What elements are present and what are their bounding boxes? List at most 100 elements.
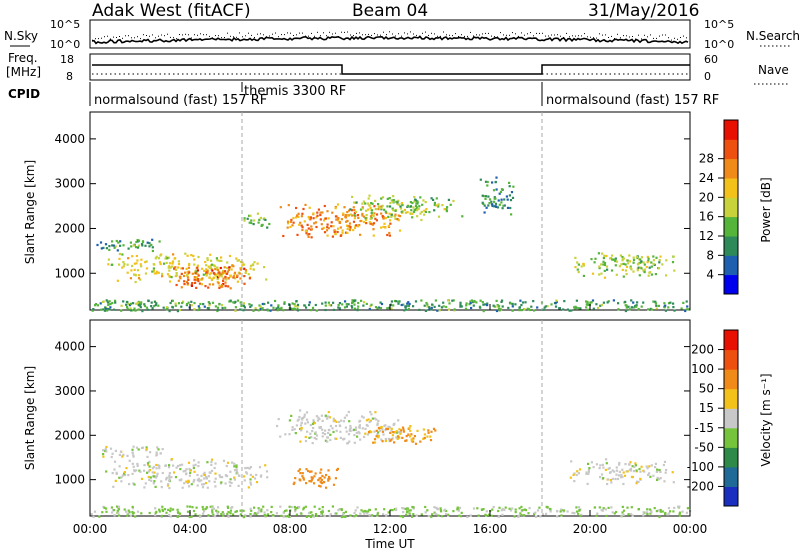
nsearch-dot xyxy=(113,36,114,38)
echo-cell xyxy=(555,300,558,304)
echo-cell xyxy=(620,515,623,518)
echo-cell xyxy=(248,221,251,224)
echo-cell xyxy=(263,217,266,220)
echo-cell xyxy=(296,307,299,310)
echo-cell xyxy=(657,509,660,512)
echo-cell xyxy=(605,254,608,258)
echo-cell xyxy=(339,424,342,428)
nsearch-dot xyxy=(158,35,159,37)
echo-cell xyxy=(107,263,110,266)
echo-cell xyxy=(520,514,523,517)
echo-cell xyxy=(472,304,475,307)
echo-cell xyxy=(401,426,405,429)
echo-cell xyxy=(637,508,640,511)
echo-cell xyxy=(285,515,288,518)
y-tick-label: 1000 xyxy=(54,266,85,280)
echo-cell xyxy=(582,263,585,266)
nsearch-dot xyxy=(338,36,339,37)
echo-cell xyxy=(218,303,221,306)
echo-cell xyxy=(488,198,492,201)
echo-cell xyxy=(665,468,668,472)
echo-cell xyxy=(187,461,191,464)
echo-cell xyxy=(629,469,632,472)
echo-cell xyxy=(624,263,627,266)
echo-cell xyxy=(433,203,436,207)
echo-cell xyxy=(501,299,504,302)
echo-cell xyxy=(493,196,496,199)
echo-cell xyxy=(331,427,334,430)
nsearch-dot xyxy=(542,32,543,34)
echo-cell xyxy=(497,199,500,202)
echo-cell xyxy=(143,304,147,308)
echo-cell xyxy=(206,307,209,310)
echo-cell xyxy=(302,476,305,479)
echo-cell xyxy=(221,285,224,288)
echo-cell xyxy=(434,299,437,302)
echo-cell xyxy=(155,302,158,305)
echo-cell xyxy=(261,302,264,306)
echo-cell xyxy=(388,231,391,235)
nsearch-dot xyxy=(518,35,519,37)
echo-cell xyxy=(632,270,635,273)
echo-cell xyxy=(179,468,182,471)
echo-cell xyxy=(514,508,517,511)
echo-cell xyxy=(640,267,643,270)
echo-cell xyxy=(428,307,431,310)
echo-cell xyxy=(206,257,209,260)
echo-cell xyxy=(329,438,332,442)
nsearch-dot xyxy=(218,35,219,37)
nsearch-dot xyxy=(467,35,468,37)
echo-cell xyxy=(196,473,199,477)
echo-cell xyxy=(587,308,590,311)
echo-cell xyxy=(154,485,157,488)
echo-cell xyxy=(290,218,293,221)
echo-cell xyxy=(391,200,394,203)
echo-cell xyxy=(283,302,286,305)
echo-cell xyxy=(501,513,504,516)
colorbar-tick-label: 24 xyxy=(699,171,714,185)
echo-cell xyxy=(319,211,322,214)
echo-cell xyxy=(144,244,147,247)
echo-cell xyxy=(499,308,502,311)
echo-cell xyxy=(590,461,593,464)
echo-cell xyxy=(621,468,624,471)
echo-cell xyxy=(145,260,148,263)
nsearch-dot xyxy=(125,35,126,37)
echo-cell xyxy=(131,462,134,465)
echo-cell xyxy=(216,259,219,262)
echo-cell xyxy=(611,477,614,480)
nsearch-dot xyxy=(476,34,477,36)
echo-cell xyxy=(312,426,315,430)
echo-cell xyxy=(407,307,410,310)
nsearch-dot xyxy=(260,33,261,35)
echo-cell xyxy=(586,482,589,485)
echo-cell xyxy=(412,305,415,308)
echo-cell xyxy=(218,284,221,287)
colorbar-tick-label: -15 xyxy=(694,421,714,435)
echo-cell xyxy=(411,216,414,219)
echo-cell xyxy=(168,262,172,265)
echo-cell xyxy=(654,302,657,305)
echo-cell xyxy=(569,476,572,479)
nsearch-dot xyxy=(155,37,156,39)
echo-cell xyxy=(546,506,549,509)
echo-cell xyxy=(416,201,419,204)
nsearch-dot xyxy=(359,32,360,34)
echo-cell xyxy=(131,448,134,451)
echo-cell xyxy=(431,303,434,306)
echo-cell xyxy=(635,482,638,485)
echo-cell xyxy=(371,202,374,205)
echo-cell xyxy=(144,272,148,275)
echo-cell xyxy=(102,455,105,458)
echo-cell xyxy=(337,219,340,222)
echo-cell xyxy=(684,309,687,313)
echo-cell xyxy=(176,508,179,511)
nsearch-dot xyxy=(515,33,516,35)
echo-cell xyxy=(220,275,223,278)
echo-cell xyxy=(232,301,235,304)
echo-cell xyxy=(609,479,612,482)
echo-cell xyxy=(685,511,688,514)
echo-cell xyxy=(579,514,582,518)
echo-cell xyxy=(193,479,196,482)
echo-cell xyxy=(245,471,248,474)
